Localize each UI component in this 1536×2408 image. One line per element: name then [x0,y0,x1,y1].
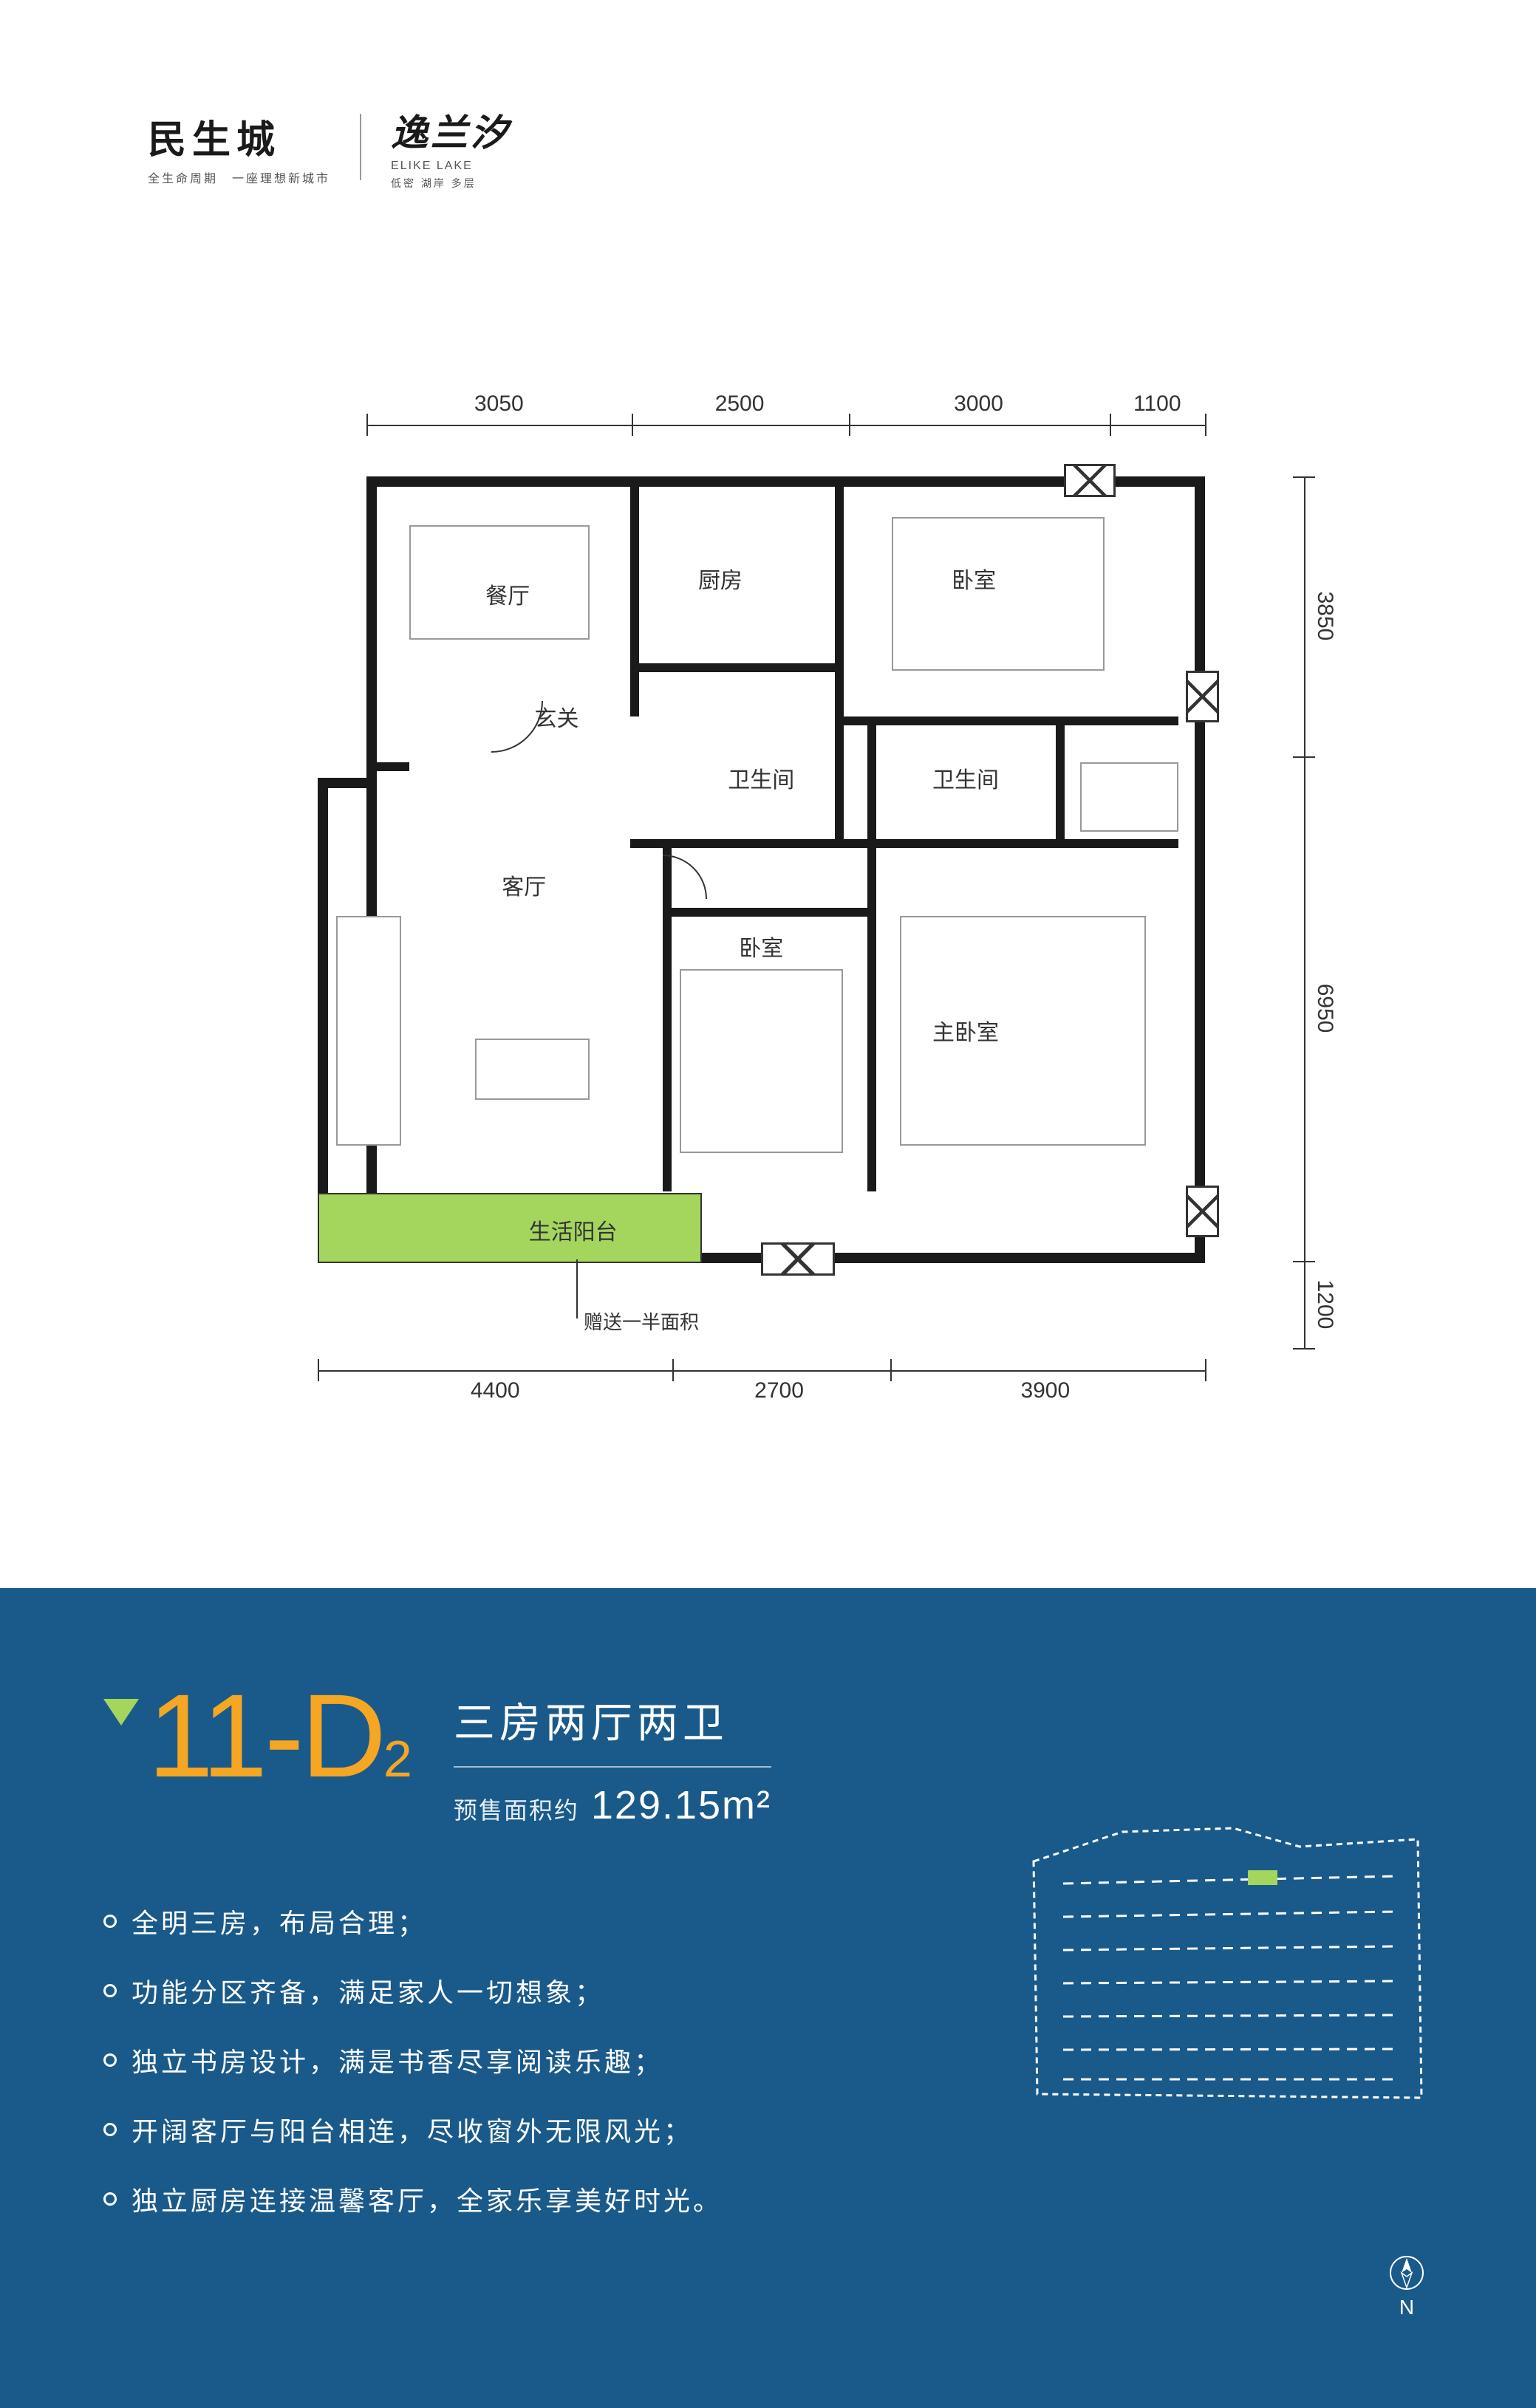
logo-1: 民生城 全生命周期 一座理想新城市 [148,109,330,186]
bonus-leader-line [576,1259,578,1318]
window-mark [761,1242,835,1276]
feature-text: 独立书房设计，满是书香尽享阅读乐趣； [132,2041,663,2079]
logo2-english: ELIKE LAKE [391,160,511,173]
feature-item: 独立厨房连接温馨客厅，全家乐享美好时光。 [103,2180,1433,2218]
room-dining: 餐厅 [485,578,530,610]
bullet-icon [103,2053,117,2067]
dim-bottom-1: 2700 [754,1378,804,1403]
room-kitchen: 厨房 [698,562,743,595]
balcony [318,1193,702,1263]
logo1-sub: 全生命周期 一座理想新城市 [148,168,330,186]
room-bedroom-1: 卧室 [952,562,996,595]
room-bath-1: 卫生间 [728,762,794,794]
dim-top-3: 1100 [1133,391,1181,417]
info-panel: 11-D2 三房两厅两卫 预售面积约 129.15m² 全明三房，布局合理； 功… [0,1588,1536,2408]
dim-bottom-2: 3900 [1020,1378,1070,1403]
dim-top-0: 3050 [474,391,524,417]
rooms-summary: 三房两厅两卫 [454,1690,771,1768]
dim-top-1: 2500 [715,391,765,417]
site-map-svg [1019,1802,1433,2120]
area-value: 129.15m² [591,1782,771,1828]
floorplan: 3050 2500 3000 1100 3850 6950 1200 4400 … [318,391,1337,1403]
logo2-sub: 低密 湖岸 多层 [391,176,511,191]
logo-divider [360,114,361,180]
compass: N [1388,2254,1425,2319]
window-mark [1064,464,1116,497]
dim-bottom-0: 4400 [471,1378,520,1403]
dimensions-top: 3050 2500 3000 1100 [366,391,1205,436]
bullet-icon [103,2123,117,2136]
unit-code: 11-D2 [148,1677,409,1795]
feature-text: 独立厨房连接温馨客厅，全家乐享美好时光。 [132,2180,723,2218]
room-bedroom-2: 卧室 [739,930,783,962]
header-logos: 民生城 全生命周期 一座理想新城市 逸兰汐 ELIKE LAKE 低密 湖岸 多… [148,103,511,191]
room-bath-2: 卫生间 [932,762,999,794]
plan-body: 餐厅 厨房 卧室 玄关 卫生间 卫生间 客厅 卧室 主卧室 生活阳台 [366,476,1205,1263]
dim-right-1: 6950 [1312,983,1337,1033]
window-mark [1186,1186,1219,1237]
triangle-icon [103,1699,139,1725]
area-label: 预售面积约 [454,1792,579,1826]
feature-text: 全明三房，布局合理； [132,1902,427,1940]
logo1-main: 民生城 [148,109,330,164]
feature-text: 开阔客厅与阳台相连，尽收窗外无限风光； [132,2110,693,2149]
dim-right-0: 3850 [1312,591,1337,640]
bullet-icon [103,2192,117,2206]
logo-2: 逸兰汐 ELIKE LAKE 低密 湖岸 多层 [391,103,511,191]
feature-text: 功能分区齐备，满足家人一切想象； [132,1971,604,2010]
bonus-note: 赠送一半面积 [584,1307,699,1335]
dimensions-bottom: 4400 2700 3900 [318,1359,1205,1403]
logo2-main: 逸兰汐 [391,103,511,157]
dim-right-2: 1200 [1312,1280,1337,1330]
compass-icon [1388,2254,1425,2291]
room-master: 主卧室 [932,1014,999,1047]
window-mark [1186,671,1219,722]
dim-top-2: 3000 [954,391,1003,417]
bullet-icon [103,1984,117,1997]
dimensions-right: 3850 6950 1200 [1293,476,1337,1348]
room-living: 客厅 [502,869,546,901]
room-balcony: 生活阳台 [529,1214,618,1246]
compass-label: N [1399,2296,1414,2319]
site-map [1019,1802,1433,2120]
bullet-icon [103,1915,117,1928]
room-foyer: 玄关 [535,700,579,733]
